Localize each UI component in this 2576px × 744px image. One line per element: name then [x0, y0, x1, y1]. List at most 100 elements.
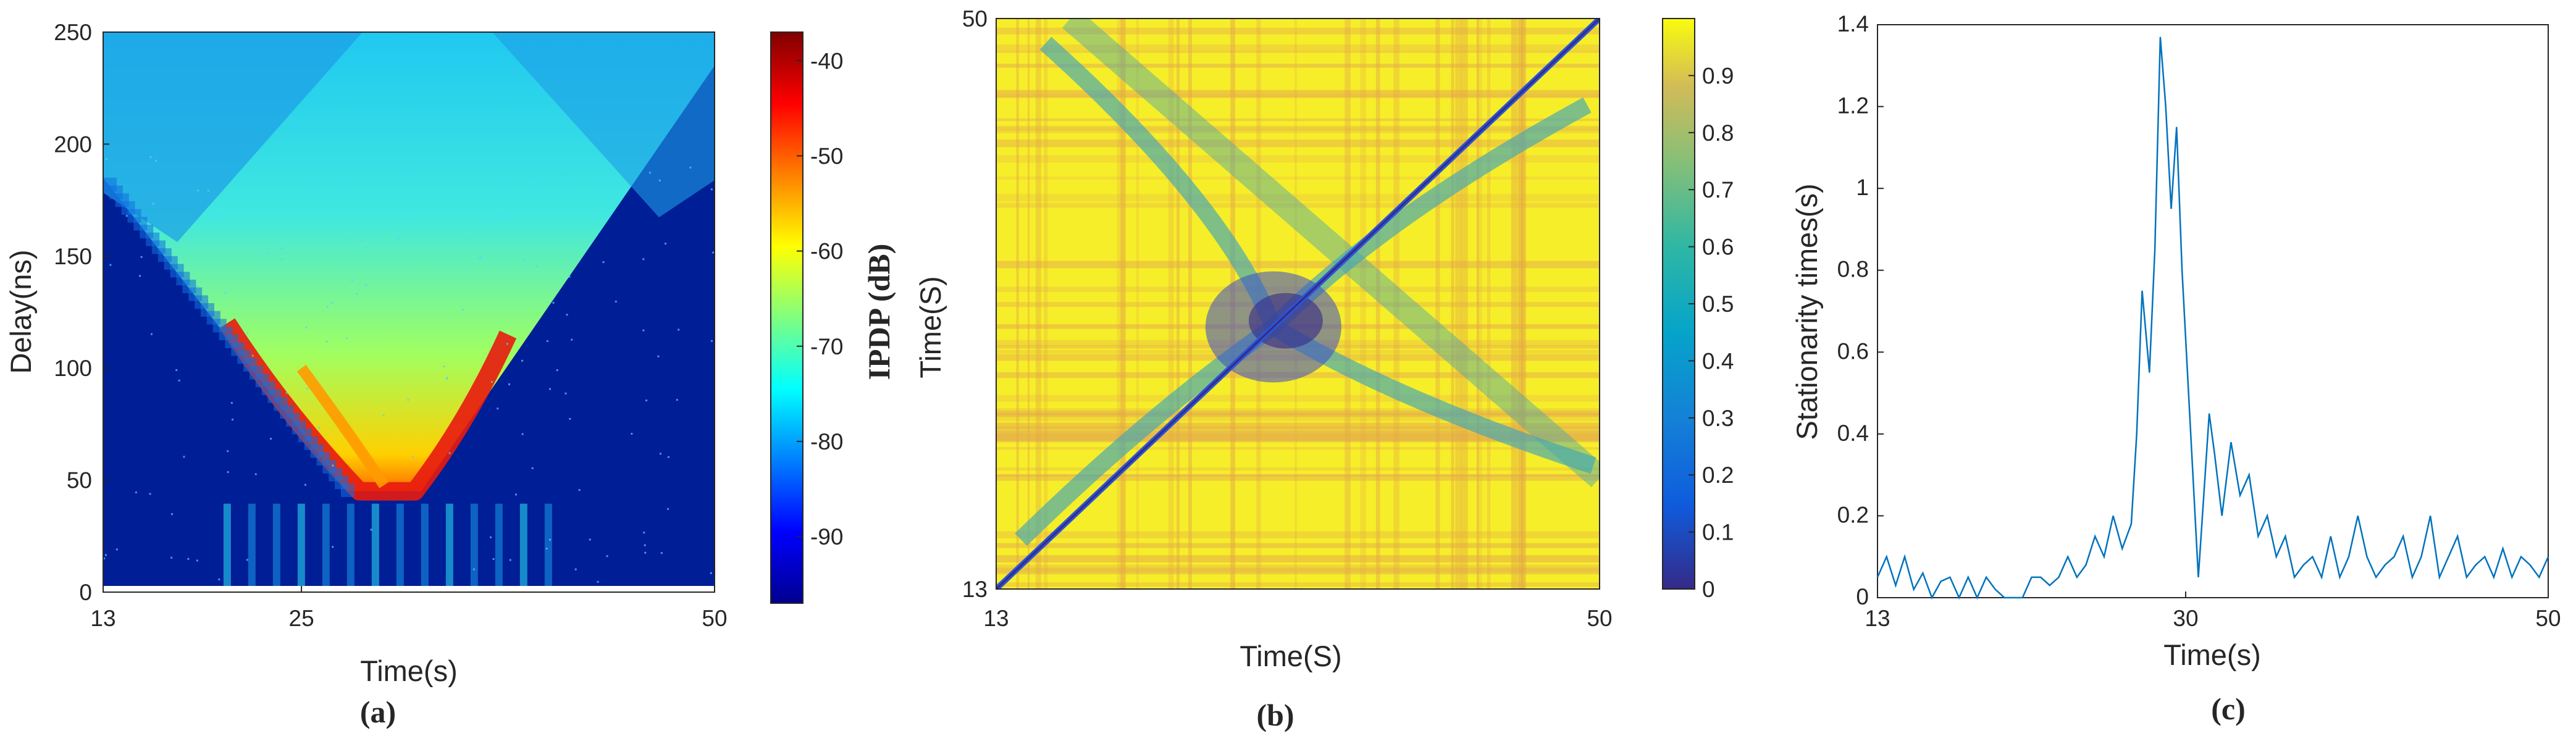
noise-speck: [224, 291, 227, 294]
noise-speck: [568, 275, 571, 278]
plot-c-frame: [1877, 24, 2549, 598]
y-tick-labels-b: 13 50: [962, 6, 988, 602]
noise-speck: [564, 392, 567, 395]
plot-b-frame: [996, 18, 1600, 590]
x-tick-labels-a: 13 25 50: [90, 586, 728, 631]
noise-speck: [712, 251, 715, 254]
noise-speck: [106, 158, 108, 161]
row-band: [996, 395, 1600, 402]
col-band: [1461, 19, 1468, 589]
x-tick-labels-b: 13 50: [983, 606, 1612, 631]
noise-speck: [521, 359, 524, 362]
noise-speck: [187, 558, 190, 560]
row-band: [996, 412, 1600, 417]
noise-speck: [443, 365, 445, 367]
noise-speck: [521, 433, 524, 435]
noise-speck: [676, 399, 678, 401]
col-band: [1519, 19, 1525, 589]
colorbar-tick-label: 0.2: [1702, 462, 1734, 488]
colorbar-tick-label: 0.1: [1702, 520, 1734, 545]
col-band: [1117, 19, 1122, 589]
noise-speck: [227, 450, 229, 453]
noise-speck: [497, 408, 499, 410]
noise-speck: [411, 456, 414, 459]
row-band: [996, 447, 1600, 450]
noise-speck: [135, 491, 137, 493]
y-tick-labels-a: 0 50 100 150 200 250: [54, 20, 109, 605]
colorbar-tick-label: 0.8: [1702, 120, 1734, 146]
y-tick-label: 1.2: [1837, 93, 1869, 119]
y-tick-label: 1: [1856, 175, 1869, 200]
y-tick-label: 250: [54, 20, 92, 45]
noise-speck: [220, 214, 223, 216]
x-axis-label-c: Time(s): [2163, 638, 2261, 671]
y-tick-label: 50: [962, 6, 988, 31]
row-band: [996, 261, 1600, 269]
row-band: [996, 90, 1600, 98]
y-tick-label: 50: [67, 468, 92, 493]
noise-speck: [569, 417, 571, 420]
colorbar-tick-label: 0.9: [1702, 63, 1734, 88]
zero-delay-strip: [103, 586, 715, 592]
noise-speck: [645, 399, 648, 402]
colorbar-tick-label: 0: [1702, 577, 1715, 602]
col-band: [1521, 19, 1523, 589]
noise-speck: [230, 402, 233, 404]
row-band: [996, 410, 1600, 415]
noise-speck: [509, 559, 511, 561]
noise-speck: [178, 379, 180, 382]
inner-ridge: [296, 364, 389, 488]
row-band: [996, 408, 1600, 416]
panel-a: 13 25 50 0 50 100 150 200 250 Time(s) Delay(ns)…: [4, 20, 896, 729]
noise-speck: [207, 190, 209, 192]
row-band: [996, 51, 1600, 53]
noise-speck: [280, 247, 282, 249]
noise-speck: [170, 513, 173, 516]
noise-speck: [649, 172, 652, 174]
noise-speck: [140, 256, 143, 258]
row-band: [996, 543, 1600, 548]
noise-speck: [665, 243, 667, 245]
col-band: [1035, 19, 1041, 589]
noise-speck: [556, 369, 558, 371]
noise-speck: [448, 452, 451, 454]
plot-a-frame: [103, 31, 715, 593]
low-delay-streak: [346, 503, 355, 592]
colorbar-tick-label: -60: [810, 239, 843, 264]
noise-speck: [251, 354, 254, 357]
noise-speck: [246, 332, 249, 335]
low-delay-streak: [421, 503, 429, 592]
y-tick-label: 200: [54, 132, 92, 157]
noise-speck: [642, 258, 645, 261]
noise-speck: [317, 427, 320, 429]
col-band: [1393, 19, 1399, 589]
noise-speck: [376, 228, 379, 230]
colorbar-b-ticks: 0 0.1 0.2 0.3 0.4 0.5 0.6 0.7 0.8 0.9: [1689, 63, 1734, 602]
y-tick-label: 1.4: [1837, 11, 1869, 36]
row-band: [996, 475, 1600, 481]
noise-speck: [506, 343, 508, 345]
low-delay-streak: [519, 503, 527, 592]
noise-speck: [530, 179, 532, 182]
row-band: [996, 467, 1600, 471]
noise-speck: [597, 580, 599, 583]
y-tick-label: 0.8: [1837, 257, 1869, 282]
low-delay-streak: [272, 503, 280, 592]
row-band: [996, 176, 1600, 180]
noise-speck: [196, 285, 199, 288]
colorbar-a: [770, 31, 803, 604]
colorbar-tick-label: -40: [810, 48, 843, 73]
row-band: [996, 414, 1600, 422]
noise-speck: [170, 556, 173, 559]
noise-speck: [461, 308, 464, 311]
row-band: [996, 49, 1600, 52]
col-band: [1044, 19, 1048, 589]
noise-speck: [536, 265, 539, 267]
low-delay-streak: [322, 503, 330, 592]
noise-speck: [139, 275, 141, 277]
noise-speck: [490, 218, 492, 220]
noise-speck: [345, 337, 348, 340]
upper-right-cool-zone: [492, 32, 715, 217]
y-tick-label: 100: [54, 356, 92, 381]
caption-c: (c): [2211, 692, 2246, 726]
